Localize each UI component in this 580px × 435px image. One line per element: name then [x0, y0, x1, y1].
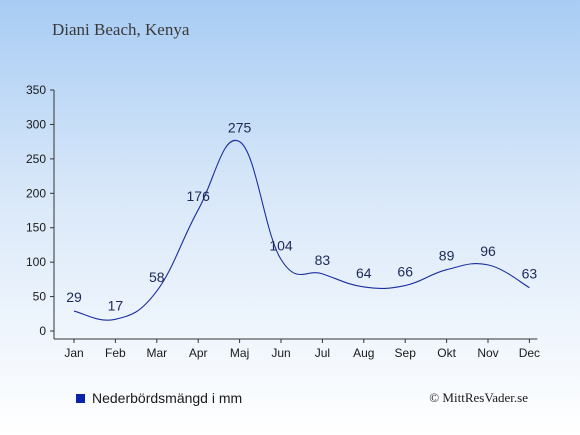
data-labels: 29 17 58 176 275 104 83 64 66 89 96 63: [66, 120, 537, 314]
x-tick-label: Jun: [271, 346, 290, 360]
x-tick-label: Feb: [105, 346, 126, 360]
y-tick-label: 150: [26, 221, 46, 235]
y-tick-label: 200: [26, 186, 46, 200]
legend-swatch: [76, 393, 85, 403]
y-tick-label: 100: [26, 255, 46, 269]
location-title: Diani Beach, Kenya: [52, 20, 190, 39]
data-label: 58: [149, 269, 165, 285]
x-tick-label: Okt: [437, 346, 456, 360]
data-label: 89: [439, 248, 455, 264]
data-label: 66: [397, 264, 413, 280]
x-tick-label: Jul: [315, 346, 330, 360]
y-tick-label: 50: [33, 290, 47, 304]
data-label: 83: [315, 252, 331, 268]
series-line: [73, 139, 530, 321]
series-layer: [73, 139, 530, 321]
axes: 0 50 100 150 200 250 300 350 Jan Feb Mar Apr Maj Jun J…: [26, 83, 540, 360]
x-tick-label: Apr: [189, 346, 208, 360]
legend-label: Nederbördsmängd i mm: [92, 390, 243, 406]
credit-text: © MittResVader.se: [429, 390, 528, 405]
y-tick-label: 350: [26, 83, 46, 97]
y-tick-label: 250: [26, 152, 46, 166]
y-tick-label: 0: [39, 324, 46, 338]
x-tick-label: Maj: [230, 346, 249, 360]
data-label: 104: [269, 237, 293, 253]
data-label: 29: [66, 289, 82, 305]
data-label: 64: [356, 265, 372, 281]
legend: Nederbördsmängd i mm: [76, 390, 242, 406]
x-tick-label: Sep: [395, 346, 417, 360]
x-tick-label: Jan: [64, 346, 83, 360]
x-tick-label: Dec: [519, 346, 540, 360]
data-label: 17: [108, 297, 124, 313]
data-label: 63: [522, 266, 538, 282]
data-label: 96: [480, 243, 496, 259]
y-tick-label: 300: [26, 117, 46, 131]
data-label: 176: [187, 188, 211, 204]
data-label: 275: [228, 120, 252, 136]
x-tick-label: Mar: [146, 346, 167, 360]
x-tick-label: Aug: [353, 346, 374, 360]
x-tick-label: Nov: [477, 346, 498, 360]
